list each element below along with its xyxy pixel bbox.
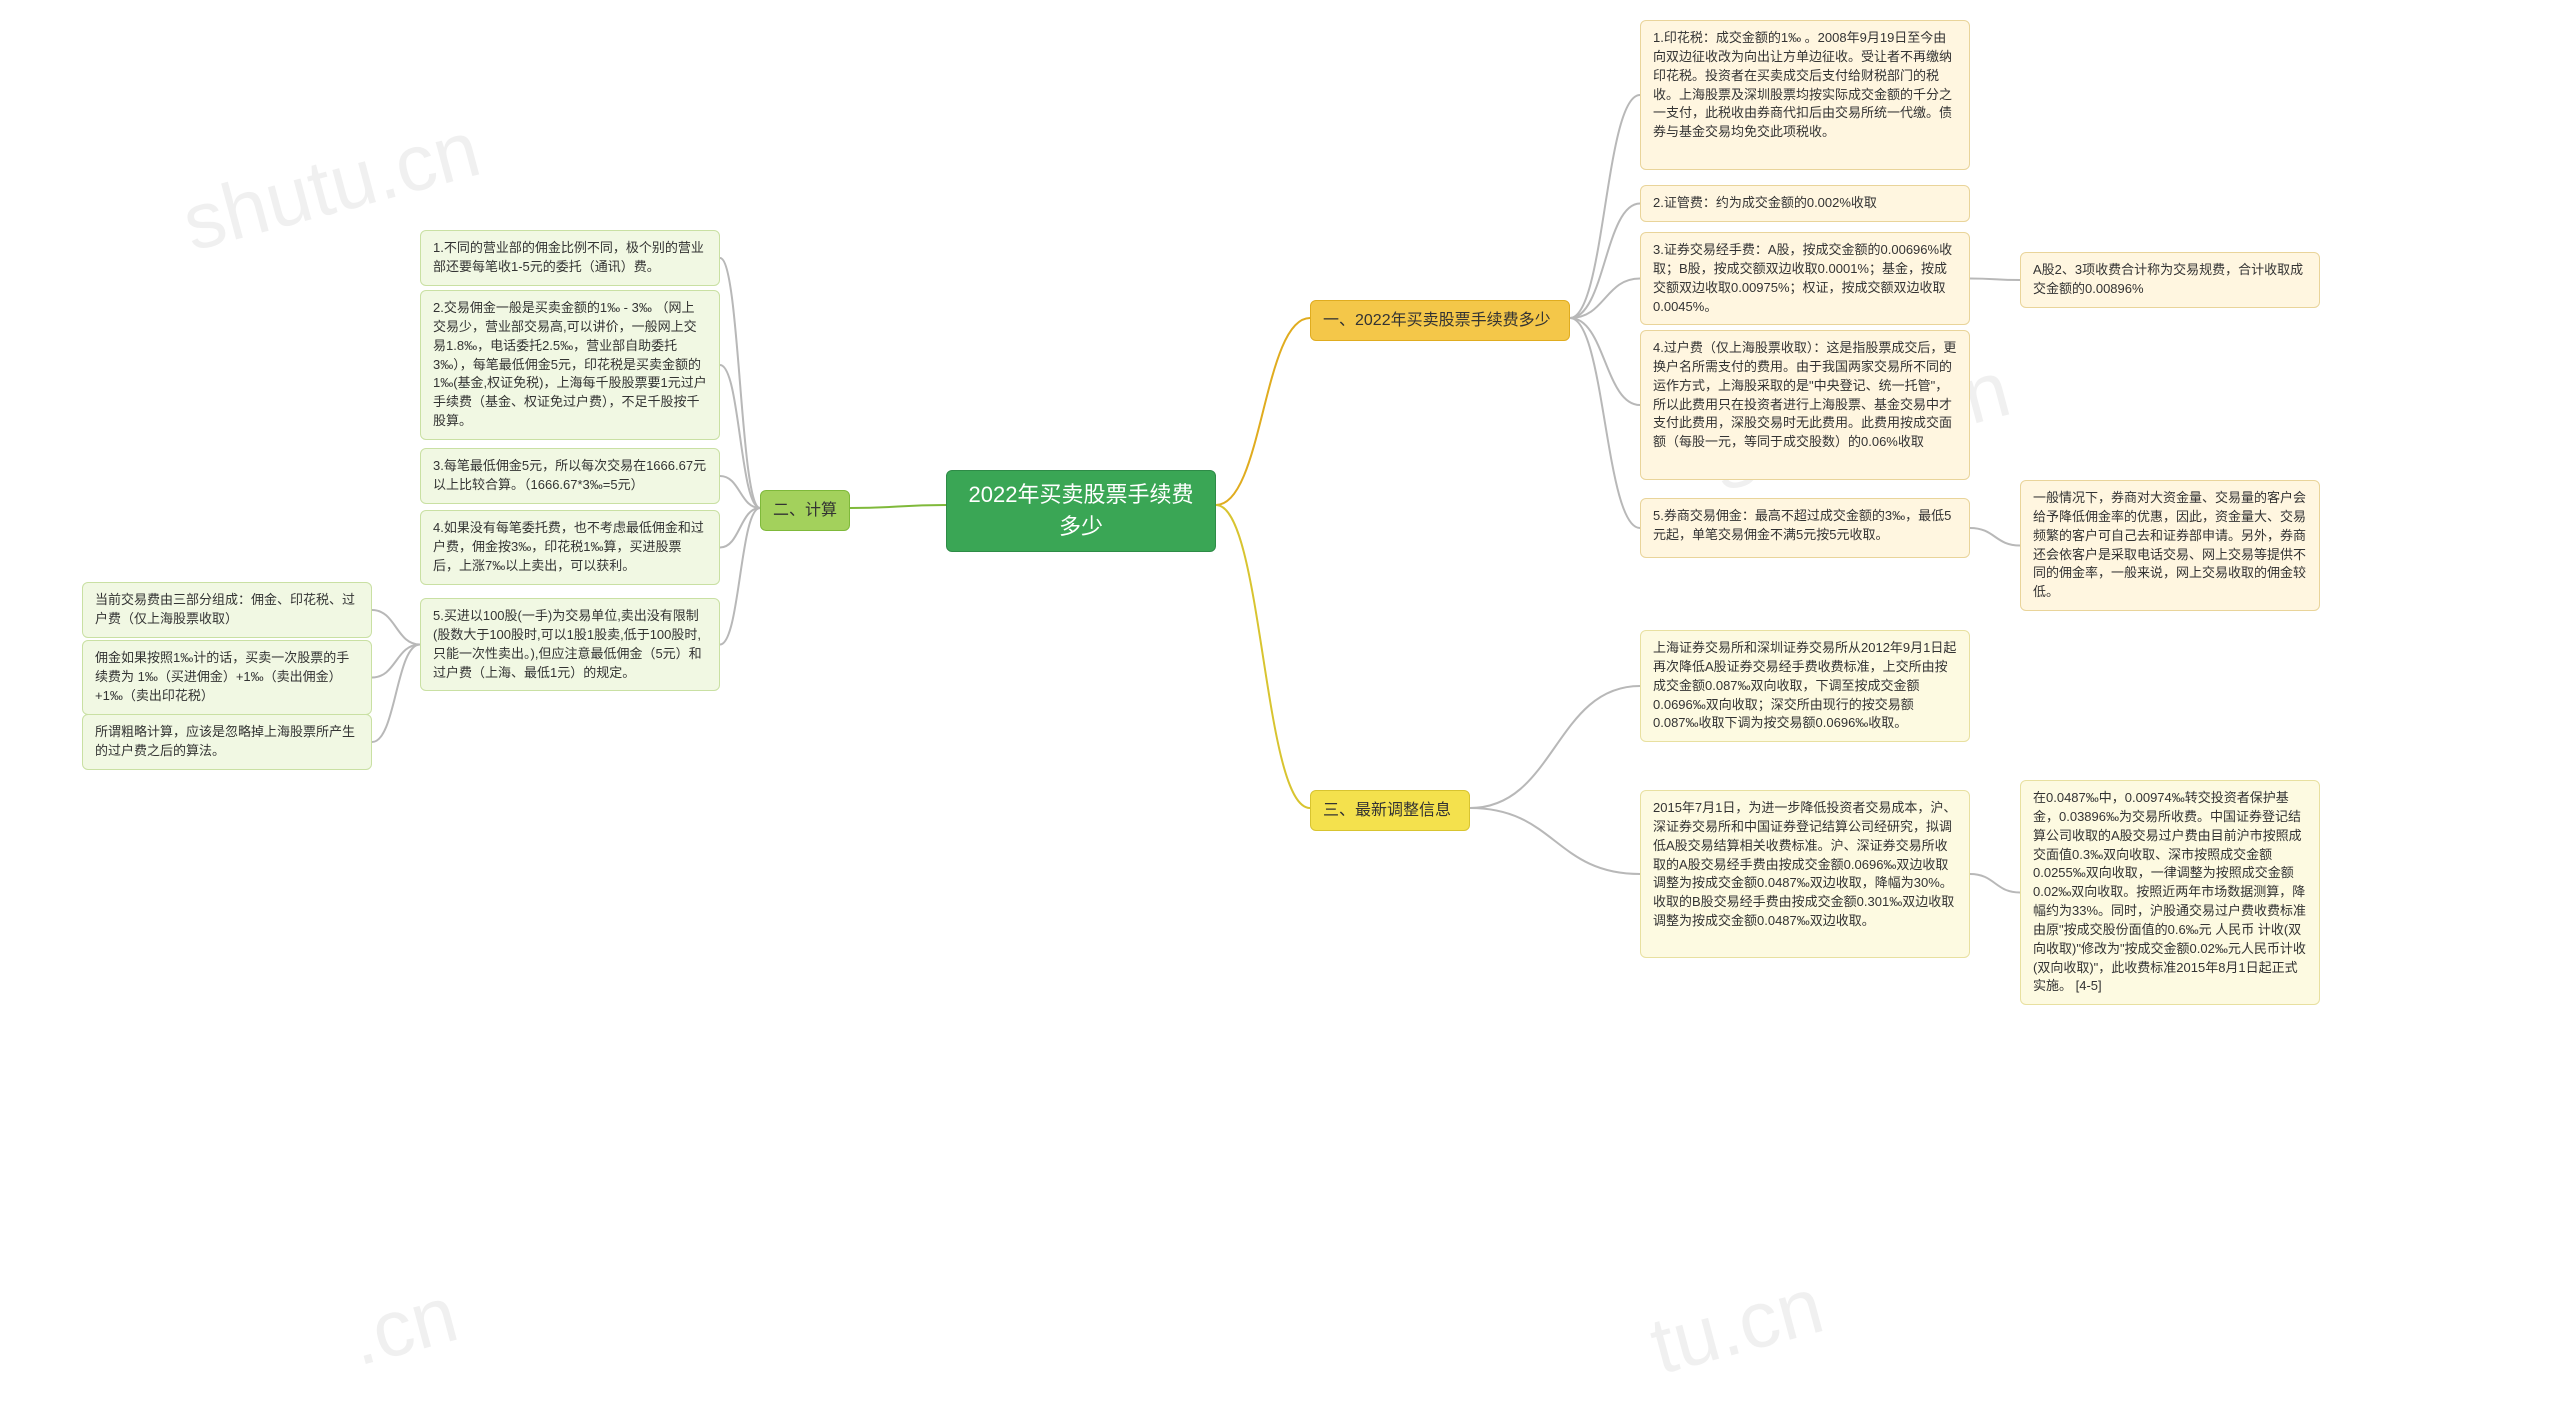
leaf-b2-0: 1.不同的营业部的佣金比例不同，极个别的营业部还要每笔收1-5元的委托（通讯）费… — [420, 230, 720, 286]
watermark: tu.cn — [1641, 1259, 1832, 1393]
leaf-b1-1: 2.证管费：约为成交金额的0.002%收取 — [1640, 185, 1970, 222]
branch-b1: 一、2022年买卖股票手续费多少 — [1310, 300, 1570, 341]
leaf-b2-3: 4.如果没有每笔委托费，也不考虑最低佣金和过户费，佣金按3‰，印花税1‰算，买进… — [420, 510, 720, 585]
mindmap-canvas: 2022年买卖股票手续费多少shutu.cnshutu.cn.cntu.cn一、… — [0, 0, 2560, 1414]
leaf-b2-2: 3.每笔最低佣金5元，所以每次交易在1666.67元以上比较合算。（1666.6… — [420, 448, 720, 504]
leaf-b1-0: 1.印花税：成交金额的1‰ 。2008年9月19日至今由向双边征收改为向出让方单… — [1640, 20, 1970, 170]
branch-b3: 三、最新调整信息 — [1310, 790, 1470, 831]
leaf-b2-4: 5.买进以100股(一手)为交易单位,卖出没有限制(股数大于100股时,可以1股… — [420, 598, 720, 691]
branch-b2: 二、计算 — [760, 490, 850, 531]
leaf-b2-1: 2.交易佣金一般是买卖金额的1‰ - 3‰ （网上交易少，营业部交易高,可以讲价… — [420, 290, 720, 440]
watermark: .cn — [340, 1268, 467, 1384]
leaf-b1-2: 3.证券交易经手费：A股，按成交金额的0.00696%收取；B股，按成交额双边收… — [1640, 232, 1970, 325]
sub-b2-4-1: 佣金如果按照1‰计的话，买卖一次股票的手续费为 1‰（买进佣金）+1‰（卖出佣金… — [82, 640, 372, 715]
sub-b2-4-2: 所谓粗略计算，应该是忽略掉上海股票所产生的过户费之后的算法。 — [82, 714, 372, 770]
leaf-b3-1: 2015年7月1日，为进一步降低投资者交易成本，沪、深证券交易所和中国证券登记结… — [1640, 790, 1970, 958]
leaf-b1-3: 4.过户费（仅上海股票收取）：这是指股票成交后，更换户名所需支付的费用。由于我国… — [1640, 330, 1970, 480]
sub-b3-1-0: 在0.0487‰中，0.00974‰转交投资者保护基金，0.03896‰为交易所… — [2020, 780, 2320, 1005]
root-node: 2022年买卖股票手续费多少 — [946, 470, 1216, 552]
connectors-layer — [0, 0, 2560, 1414]
leaf-b1-4: 5.券商交易佣金：最高不超过成交金额的3‰，最低5元起，单笔交易佣金不满5元按5… — [1640, 498, 1970, 558]
sub-b1-4-0: 一般情况下，券商对大资金量、交易量的客户会给予降低佣金率的优惠，因此，资金量大、… — [2020, 480, 2320, 611]
sub-b2-4-0: 当前交易费由三部分组成：佣金、印花税、过户费（仅上海股票收取） — [82, 582, 372, 638]
leaf-b3-0: 上海证券交易所和深圳证券交易所从2012年9月1日起再次降低A股证券交易经手费收… — [1640, 630, 1970, 742]
sub-b1-2-0: A股2、3项收费合计称为交易规费，合计收取成交金额的0.00896% — [2020, 252, 2320, 308]
